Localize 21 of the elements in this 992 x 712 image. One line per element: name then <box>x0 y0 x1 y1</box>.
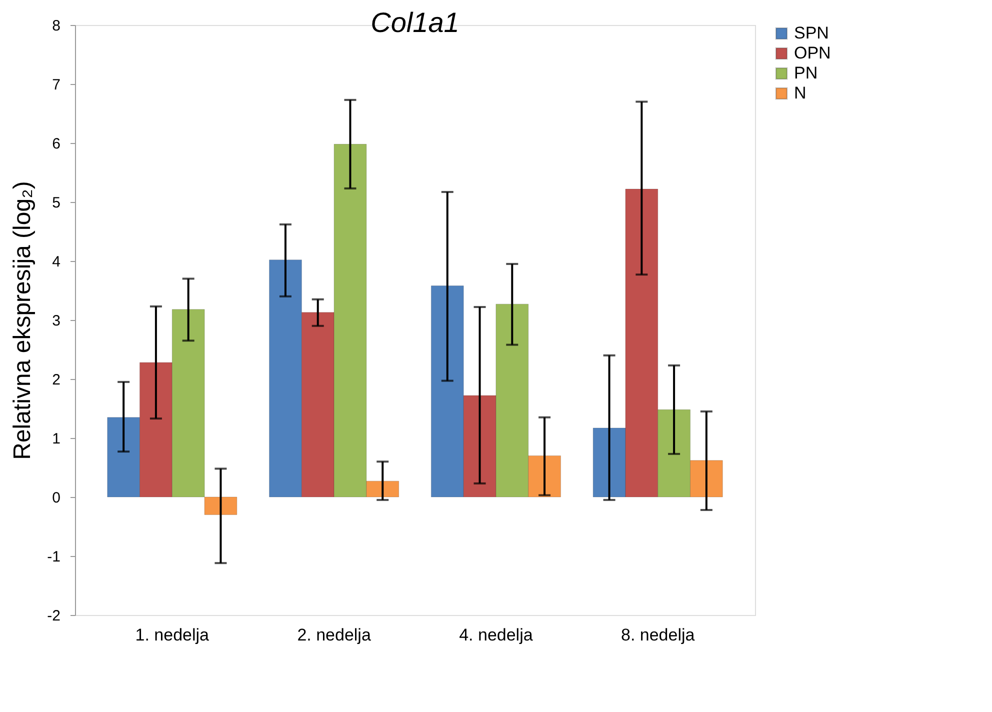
legend-label: PN <box>794 64 818 82</box>
y-tick-label: 3 <box>52 312 60 330</box>
y-tick-label: 2 <box>52 372 60 388</box>
y-tick-label: 1 <box>52 430 60 448</box>
y-axis-title: Relativna ekspresija (log₂) <box>9 181 36 460</box>
legend-label: SPN <box>794 24 829 42</box>
chart-title: Col1a1 <box>370 7 460 38</box>
x-tick-label: 2. nedelja <box>297 626 372 644</box>
x-tick-label: 8. nedelja <box>620 626 696 644</box>
x-tick-label: 1. nedelja <box>135 626 210 644</box>
y-tick-label: 5 <box>52 194 60 212</box>
x-tick-label: 4. nedelja <box>459 626 534 644</box>
legend-label: OPN <box>794 44 831 62</box>
y-tick-label: 7 <box>52 76 60 94</box>
y-tick-label: 6 <box>52 136 60 152</box>
y-tick-label: 8 <box>52 18 60 34</box>
y-tick-label: -2 <box>47 608 60 624</box>
legend-label: N <box>794 84 806 102</box>
y-tick-label: 4 <box>52 254 60 270</box>
y-tick-label: -1 <box>47 548 60 566</box>
y-tick-label: 0 <box>52 490 60 506</box>
